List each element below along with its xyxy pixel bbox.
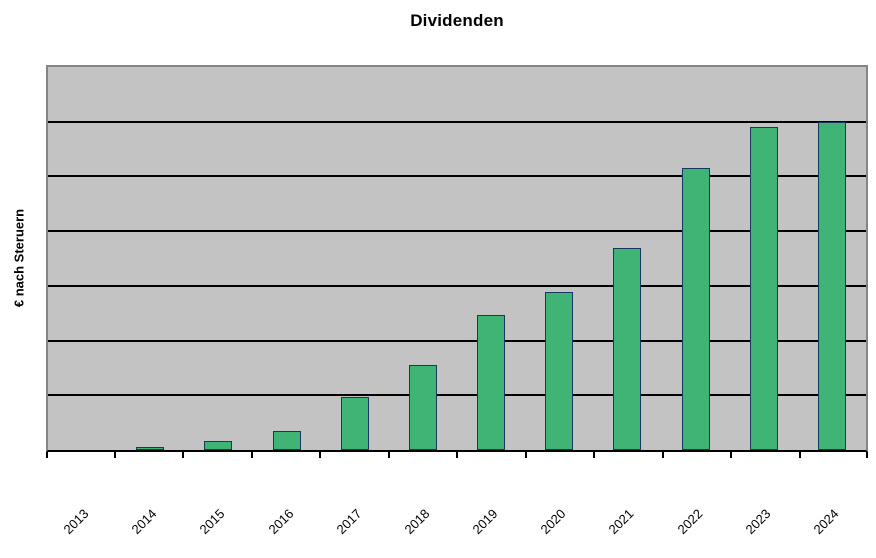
x-axis-tick bbox=[593, 452, 595, 458]
h-gridline bbox=[48, 284, 866, 287]
x-axis-tick bbox=[525, 452, 527, 458]
h-gridline bbox=[48, 175, 866, 178]
x-axis-tick bbox=[251, 452, 253, 458]
x-axis-label-2021: 2021 bbox=[605, 505, 637, 538]
h-gridline bbox=[48, 339, 866, 342]
x-axis-labels: 2013 2014 2015 2016 2017 2018 2019 2020 2021 2022… bbox=[46, 500, 868, 558]
bar-2014 bbox=[136, 447, 164, 450]
x-axis-tick bbox=[866, 452, 868, 458]
chart-title: Dividenden bbox=[410, 11, 504, 30]
x-axis-label-2022: 2022 bbox=[674, 505, 706, 538]
x-axis-label-2019: 2019 bbox=[469, 505, 501, 538]
x-axis-tick bbox=[456, 452, 458, 458]
x-axis-label-2024: 2024 bbox=[810, 505, 842, 538]
bar-2021 bbox=[613, 248, 641, 450]
x-axis bbox=[46, 452, 868, 460]
h-gridline bbox=[48, 230, 866, 233]
x-axis-tick bbox=[388, 452, 390, 458]
x-axis-label-2023: 2023 bbox=[742, 505, 774, 538]
x-axis-tick bbox=[730, 452, 732, 458]
h-gridline bbox=[48, 394, 866, 397]
x-axis-tick bbox=[662, 452, 664, 458]
x-axis-label-2013: 2013 bbox=[60, 505, 92, 538]
h-gridline bbox=[48, 120, 866, 123]
bar-2022 bbox=[682, 168, 710, 450]
x-axis-tick bbox=[319, 452, 321, 458]
x-axis-label-2020: 2020 bbox=[537, 505, 569, 538]
bar-2020 bbox=[545, 292, 573, 450]
bar-2019 bbox=[477, 315, 505, 450]
x-axis-tick bbox=[114, 452, 116, 458]
x-axis-label-2016: 2016 bbox=[265, 505, 297, 538]
x-axis-tick bbox=[182, 452, 184, 458]
x-axis-label-2014: 2014 bbox=[128, 505, 160, 538]
y-axis-title: € nach Steruern bbox=[11, 208, 27, 308]
bar-2015 bbox=[204, 441, 232, 450]
x-axis-label-2018: 2018 bbox=[401, 505, 433, 538]
x-axis-tick bbox=[799, 452, 801, 458]
bar-2024 bbox=[818, 122, 846, 450]
x-axis-tick bbox=[46, 452, 48, 458]
x-axis-label-2017: 2017 bbox=[333, 505, 365, 538]
plot-area bbox=[46, 65, 868, 452]
bar-2023 bbox=[750, 127, 778, 450]
bar-2016 bbox=[273, 431, 301, 450]
bar-2018 bbox=[409, 365, 437, 450]
bar-2017 bbox=[341, 397, 369, 450]
x-axis-label-2015: 2015 bbox=[196, 505, 228, 538]
